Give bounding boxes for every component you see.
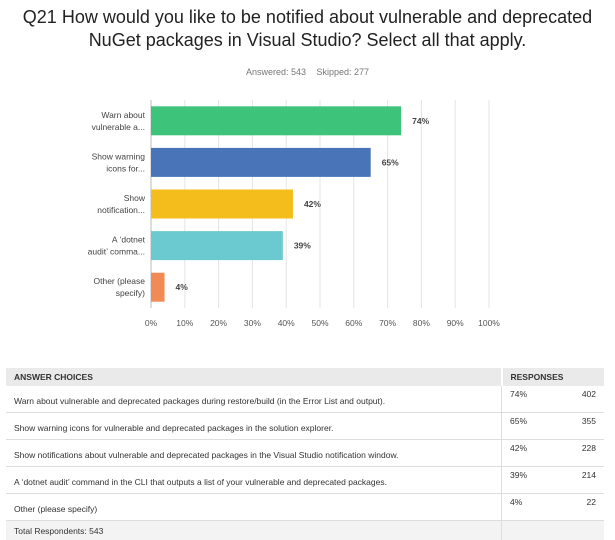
response-percent: 4% [502,494,559,521]
response-count: 402 [558,386,604,413]
x-tick-label: 30% [244,318,261,328]
response-count: 214 [558,467,604,494]
response-percent: 74% [502,386,559,413]
bar-value-label: 4% [176,282,189,292]
answer-choice: Warn about vulnerable and deprecated pac… [6,386,502,413]
response-percent: 39% [502,467,559,494]
answer-table: ANSWER CHOICES RESPONSES Warn about vuln… [6,368,604,540]
bar [151,190,293,219]
bar-value-label: 65% [382,157,399,167]
question-title-line-1: Q21 How would you like to be notified ab… [0,6,615,29]
skipped-count: Skipped: 277 [317,67,370,77]
bar [151,148,371,177]
answer-choice: Other (please specify) [6,494,502,521]
bar-value-label: 74% [412,116,429,126]
table-row: Warn about vulnerable and deprecated pac… [6,386,604,413]
answer-choices-header: ANSWER CHOICES [6,368,502,386]
response-count: 22 [558,494,604,521]
x-tick-label: 20% [210,318,227,328]
x-tick-label: 50% [311,318,328,328]
x-tick-label: 90% [447,318,464,328]
x-tick-label: 70% [379,318,396,328]
response-percent: 65% [502,413,559,440]
bar-value-label: 39% [294,241,311,251]
response-percent: 42% [502,440,559,467]
x-tick-label: 40% [278,318,295,328]
table-row: A ‘dotnet audit’ command in the CLI that… [6,467,604,494]
table-header-row: ANSWER CHOICES RESPONSES [6,368,604,386]
x-tick-label: 100% [478,318,500,328]
response-count: 355 [558,413,604,440]
answer-choice: Show notifications about vulnerable and … [6,440,502,467]
table-row: Show notifications about vulnerable and … [6,440,604,467]
bar-chart: 0% 10% 20% 30% 40% 50% 60% 70% 80% 90% 100% 74% Warn… [0,98,615,338]
x-tick-label: 60% [345,318,362,328]
total-respondents: Total Respondents: 543 [6,521,502,540]
answer-choice: Show warning icons for vulnerable and de… [6,413,502,440]
x-tick-label: 80% [413,318,430,328]
question-title-line-2: NuGet packages in Visual Studio? Select … [0,29,615,52]
responses-header: RESPONSES [502,368,605,386]
bar [151,106,401,135]
bar [151,231,283,260]
total-respondents-row: Total Respondents: 543 [6,521,604,540]
table-row: Other (please specify) 4% 22 [6,494,604,521]
table-row: Show warning icons for vulnerable and de… [6,413,604,440]
x-tick-label: 0% [145,318,158,328]
x-tick-label: 10% [176,318,193,328]
response-count: 228 [558,440,604,467]
answer-choice: A ‘dotnet audit’ command in the CLI that… [6,467,502,494]
answered-count: Answered: 543 [246,67,306,77]
question-title: Q21 How would you like to be notified ab… [0,6,615,52]
bar [151,273,165,302]
response-stats: Answered: 543 Skipped: 277 [0,67,615,77]
bar-value-label: 42% [304,199,321,209]
